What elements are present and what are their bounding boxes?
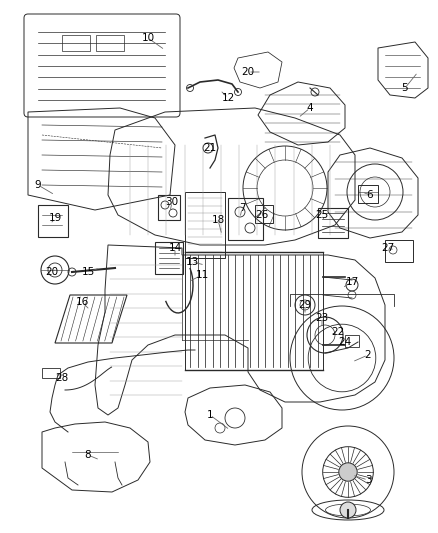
Text: 11: 11 xyxy=(195,270,208,280)
Bar xyxy=(228,198,263,240)
Text: 4: 4 xyxy=(307,103,313,113)
Text: 1: 1 xyxy=(207,410,213,420)
Text: 2: 2 xyxy=(365,350,371,360)
Bar xyxy=(385,240,413,262)
Text: 9: 9 xyxy=(35,180,41,190)
Text: 10: 10 xyxy=(141,33,155,43)
Text: 25: 25 xyxy=(315,210,328,220)
Bar xyxy=(255,205,273,223)
Text: 24: 24 xyxy=(339,337,352,347)
Text: 18: 18 xyxy=(212,215,225,225)
Text: 19: 19 xyxy=(48,213,62,223)
Bar xyxy=(358,185,378,203)
Bar xyxy=(318,208,348,238)
Text: 8: 8 xyxy=(85,450,91,460)
Circle shape xyxy=(339,463,357,481)
Text: 7: 7 xyxy=(239,203,245,213)
Text: 5: 5 xyxy=(402,83,408,93)
Text: 29: 29 xyxy=(298,300,311,310)
Text: 20: 20 xyxy=(46,267,59,277)
Text: 30: 30 xyxy=(166,197,179,207)
Bar xyxy=(38,205,68,237)
Text: 6: 6 xyxy=(367,190,373,200)
Text: 26: 26 xyxy=(255,210,268,220)
Text: 23: 23 xyxy=(315,313,328,323)
Text: 22: 22 xyxy=(332,327,345,337)
Text: 16: 16 xyxy=(75,297,88,307)
Bar xyxy=(42,368,60,378)
Text: 12: 12 xyxy=(221,93,235,103)
Text: 20: 20 xyxy=(241,67,254,77)
Bar xyxy=(62,35,90,51)
Text: 21: 21 xyxy=(203,143,217,153)
Text: 15: 15 xyxy=(81,267,95,277)
Bar xyxy=(155,242,183,274)
Bar xyxy=(345,335,359,347)
Bar xyxy=(158,195,180,220)
Text: 27: 27 xyxy=(381,243,395,253)
Text: 17: 17 xyxy=(346,277,359,287)
Text: 3: 3 xyxy=(365,475,371,485)
Text: 28: 28 xyxy=(55,373,69,383)
Text: 13: 13 xyxy=(185,257,198,267)
Circle shape xyxy=(340,502,356,518)
Bar xyxy=(185,252,323,370)
Bar xyxy=(96,35,124,51)
Text: 14: 14 xyxy=(168,243,182,253)
